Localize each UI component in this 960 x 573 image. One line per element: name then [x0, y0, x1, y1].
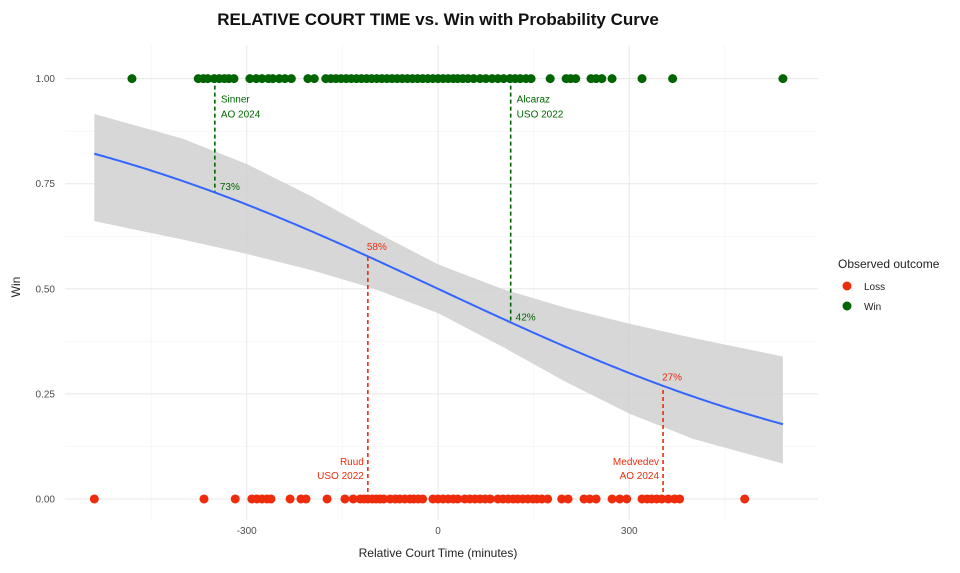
win-point: [268, 74, 278, 84]
loss-point: [543, 494, 553, 504]
loss-point: [266, 494, 276, 504]
loss-point: [615, 494, 625, 504]
loss-point: [199, 494, 209, 504]
probability-curve: [94, 152, 784, 426]
chart-title: RELATIVE COURT TIME vs. Win with Probabi…: [217, 10, 659, 29]
win-point: [203, 74, 213, 84]
y-axis-label: Win: [9, 277, 23, 298]
loss-point: [348, 494, 358, 504]
win-point: [668, 74, 678, 84]
loss-point: [563, 494, 573, 504]
legend-win-marker: [842, 301, 852, 311]
annotation-prob: 42%: [516, 312, 536, 323]
win-point: [280, 74, 290, 84]
legend-loss-label: Loss: [864, 282, 885, 293]
win-point: [245, 74, 255, 84]
y-tick-label: 0.75: [36, 179, 56, 190]
annotation-name: Alcaraz: [517, 95, 550, 106]
loss-point: [622, 494, 632, 504]
loss-point: [230, 494, 240, 504]
y-tick-label: 1.00: [36, 74, 56, 85]
annotation-name: Sinner: [221, 95, 251, 106]
loss-point: [485, 494, 495, 504]
annotation-event: USO 2022: [317, 471, 364, 482]
win-point: [303, 74, 313, 84]
win-point: [257, 74, 267, 84]
annotation-labels: Sinner AO 2024 73% Alcaraz USO 2022 42% Ruud US…: [220, 95, 682, 482]
annotation-event: AO 2024: [620, 471, 660, 482]
loss-point: [418, 494, 428, 504]
win-point: [127, 74, 137, 84]
loss-point: [301, 494, 311, 504]
loss-point: [591, 494, 601, 504]
loss-point: [285, 494, 295, 504]
win-point: [571, 74, 581, 84]
annotation-prob: 73%: [220, 182, 240, 193]
win-point: [499, 74, 509, 84]
x-tick-label: 300: [621, 526, 638, 537]
legend-title: Observed outcome: [838, 257, 940, 271]
loss-point: [607, 494, 617, 504]
x-axis-label: Relative Court Time (minutes): [359, 546, 518, 560]
loss-point: [89, 494, 99, 504]
win-point: [545, 74, 555, 84]
points: [89, 74, 788, 504]
legend-win-label: Win: [864, 302, 881, 313]
win-point: [637, 74, 647, 84]
win-point: [597, 74, 607, 84]
loss-point: [657, 494, 667, 504]
annotation-name: Medvedev: [613, 457, 659, 468]
legend: Observed outcome Loss Win: [838, 257, 940, 313]
win-point: [469, 74, 479, 84]
annotation-name: Ruud: [340, 457, 364, 468]
loss-point: [740, 494, 750, 504]
fit-line: [94, 152, 784, 426]
loss-point: [379, 494, 389, 504]
loss-point: [557, 494, 567, 504]
loss-point: [453, 494, 463, 504]
annotation-prob: 58%: [367, 242, 387, 253]
y-tick-label: 0.00: [36, 494, 56, 505]
annotation-prob: 27%: [662, 372, 682, 383]
y-tick-label: 0.25: [36, 389, 56, 400]
loss-point: [340, 494, 350, 504]
y-tick-label: 0.50: [36, 284, 56, 295]
annotation-lines: [214, 78, 664, 499]
legend-loss-marker: [842, 281, 852, 291]
win-point: [778, 74, 788, 84]
win-point: [286, 74, 296, 84]
win-point: [481, 74, 491, 84]
loss-point: [322, 494, 332, 504]
win-point: [309, 74, 319, 84]
annotation-event: AO 2024: [221, 110, 261, 121]
loss-point: [675, 494, 685, 504]
win-point: [526, 74, 536, 84]
annotation-event: USO 2022: [517, 110, 564, 121]
win-point: [229, 74, 239, 84]
loss-point: [585, 494, 595, 504]
x-tick-label: -300: [237, 526, 257, 537]
ticks: -300 0 300 0.00 0.25 0.50 0.75 1.00: [36, 74, 639, 537]
loss-point: [663, 494, 673, 504]
win-point: [607, 74, 617, 84]
x-tick-label: 0: [435, 526, 441, 537]
